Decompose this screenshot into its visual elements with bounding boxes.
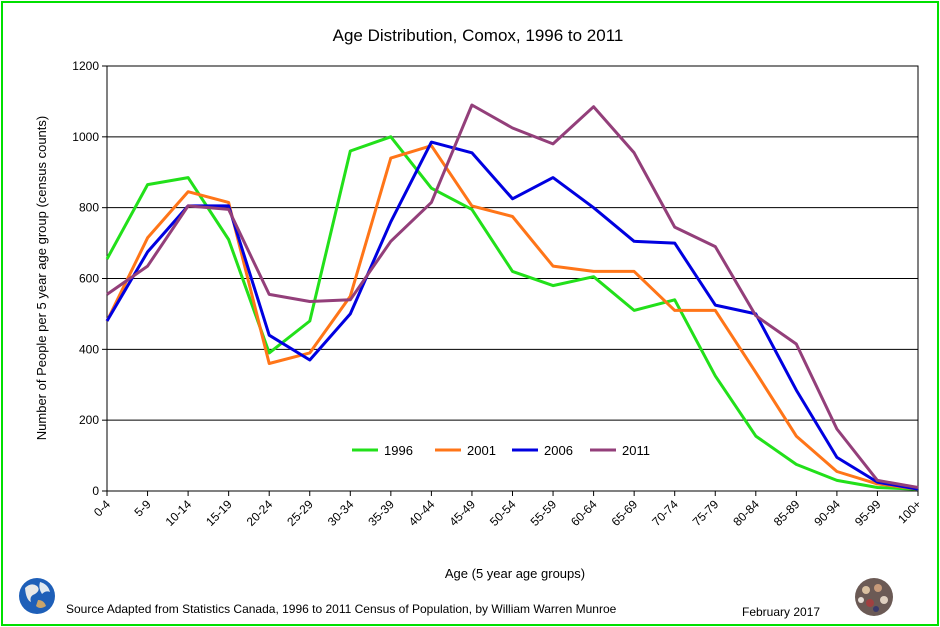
x-tick-label: 20-24 <box>244 497 276 529</box>
x-tick-label: 80-84 <box>730 497 762 529</box>
x-tick-label: 0-4 <box>91 497 113 519</box>
x-axis-label: Age (5 year age groups) <box>445 566 585 581</box>
x-tick-label: 30-34 <box>325 497 357 529</box>
x-tick-label: 40-44 <box>406 497 438 529</box>
x-tick-label: 15-19 <box>203 497 235 529</box>
y-tick-label: 200 <box>79 413 99 427</box>
y-tick-label: 600 <box>79 272 99 286</box>
y-tick-label: 1000 <box>72 130 99 144</box>
source-note: Source Adapted from Statistics Canada, 1… <box>66 602 617 616</box>
date-note: February 2017 <box>742 605 820 619</box>
chart-title: Age Distribution, Comox, 1996 to 2011 <box>333 26 624 45</box>
series-line-2006 <box>105 140 919 491</box>
x-tick-label: 85-89 <box>771 497 803 529</box>
y-tick-label: 800 <box>79 201 99 215</box>
y-axis-label: Number of People per 5 year age group (c… <box>34 116 49 440</box>
x-tick-label: 5-9 <box>132 497 154 519</box>
x-tick-label: 65-69 <box>609 497 641 529</box>
x-tick-label: 70-74 <box>649 497 681 529</box>
x-tick-label: 25-29 <box>284 497 316 529</box>
earth-globe-icon <box>19 578 55 614</box>
x-tick-label: 60-64 <box>568 497 600 529</box>
x-tick-label: 10-14 <box>163 497 195 529</box>
series-line-2001 <box>105 144 919 491</box>
x-tick-label: 55-59 <box>528 497 560 529</box>
y-tick-label: 400 <box>79 342 99 356</box>
x-tick-label: 95-99 <box>852 497 884 529</box>
legend-label-2006: 2006 <box>544 443 573 458</box>
legend-label-2011: 2011 <box>622 443 650 458</box>
x-tick-label: 75-79 <box>690 497 722 529</box>
x-tick-label: 50-54 <box>487 497 519 529</box>
y-axis: 0 200 400 600 800 1000 1200 <box>72 59 107 498</box>
x-tick-label: 100+ <box>895 497 924 526</box>
x-tick-label: 90-94 <box>811 497 843 529</box>
x-axis: 0-4 5-9 10-14 15-19 20-24 25-29 30-34 35-39 40-4… <box>91 491 924 529</box>
legend-label-2001: 2001 <box>467 443 496 458</box>
series-lines <box>105 103 919 491</box>
x-tick-label: 35-39 <box>365 497 397 529</box>
series-line-2011 <box>106 103 919 489</box>
grid <box>107 136 918 421</box>
legend-label-1996: 1996 <box>384 443 413 458</box>
crowd-photo-icon <box>855 578 893 616</box>
series-line-1996 <box>105 135 919 491</box>
legend: 1996 2001 2006 2011 <box>352 443 650 458</box>
y-tick-label: 0 <box>92 484 99 498</box>
x-tick-label: 45-49 <box>446 497 478 529</box>
y-tick-label: 1200 <box>72 59 99 73</box>
